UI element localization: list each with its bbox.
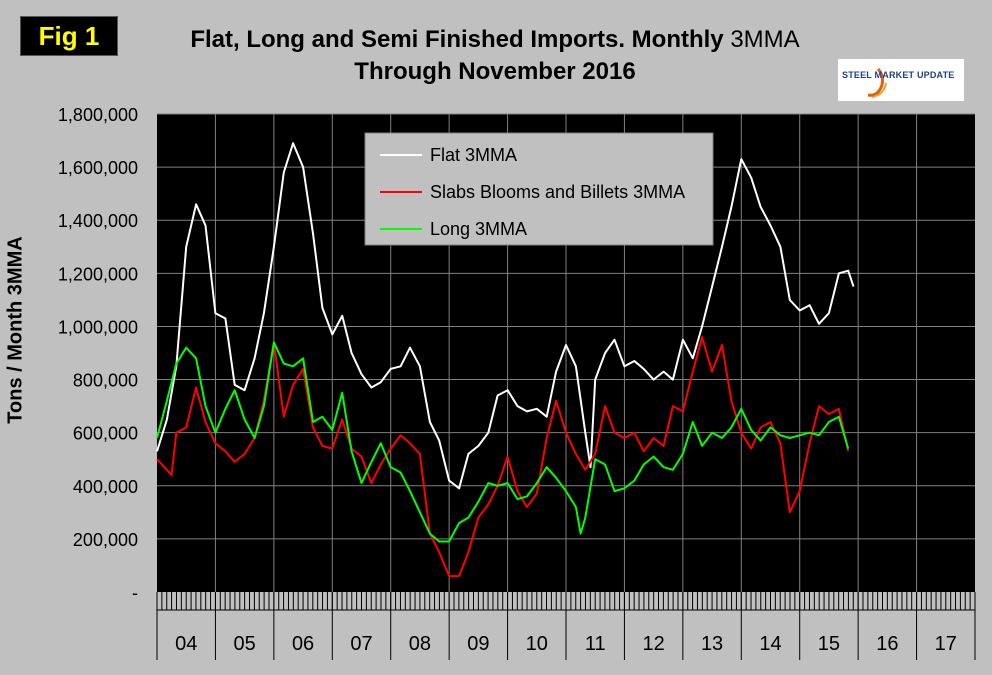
x-year-label: 13 (701, 633, 723, 655)
x-year-label: 04 (175, 633, 197, 655)
y-tick-label: 1,000,000 (58, 317, 138, 337)
title-line-1-plain: 3MMA (730, 26, 800, 53)
series-line-long (156, 341, 850, 543)
x-year-label: 15 (818, 633, 840, 655)
legend-label-flat: Flat 3MMA (430, 145, 517, 165)
legend: Flat 3MMA Slabs Blooms and Billets 3MMA Lo… (364, 132, 714, 246)
y-tick-label: 600,000 (73, 424, 138, 444)
x-year-label: 08 (409, 633, 431, 655)
series-line-flat (156, 142, 855, 490)
y-tick-label: 1,800,000 (58, 105, 138, 125)
x-year-label: 17 (935, 633, 957, 655)
legend-label-slabs: Slabs Blooms and Billets 3MMA (430, 182, 685, 202)
chart-title: Flat, Long and Semi Finished Imports. Mo… (130, 24, 860, 88)
steel-market-update-logo: STEEL MARKET UPDATE (838, 59, 964, 101)
title-line-1-bold: Flat, Long and Semi Finished Imports. Mo… (190, 26, 731, 53)
x-year-label: 14 (759, 633, 781, 655)
series-lines (156, 142, 855, 578)
y-tick-label: 800,000 (73, 371, 138, 391)
x-year-label: 07 (350, 633, 372, 655)
logo-text: STEEL MARKET UPDATE (842, 70, 955, 80)
x-year-label: 05 (234, 633, 256, 655)
y-tick-label: 400,000 (73, 477, 138, 497)
y-tick-label: - (132, 583, 138, 603)
x-year-label: 11 (585, 633, 606, 655)
figure-badge: Fig 1 (20, 16, 118, 56)
legend-label-long: Long 3MMA (430, 219, 527, 239)
title-line-2: Through November 2016 (354, 58, 636, 85)
y-tick-label: 1,400,000 (58, 211, 138, 231)
x-year-label: 10 (526, 633, 548, 655)
x-year-label: 06 (292, 633, 314, 655)
x-year-label: 16 (876, 633, 898, 655)
y-tick-label: 200,000 (73, 530, 138, 550)
x-year-label: 09 (467, 633, 489, 655)
y-tick-label: 1,200,000 (58, 264, 138, 284)
x-axis: 04 05 06 07 08 09 10 11 12 13 14 15 16 17 (156, 592, 976, 660)
title-line-1: Flat, Long and Semi Finished Imports. Mo… (130, 24, 860, 56)
logo-swoosh-icon (867, 67, 887, 98)
legend-box (364, 132, 714, 246)
x-year-label: 12 (643, 633, 665, 655)
y-axis-ticks: - 200,000 400,000 600,000 800,000 1,000,000 1,… (58, 105, 138, 603)
y-tick-label: 1,600,000 (58, 158, 138, 178)
